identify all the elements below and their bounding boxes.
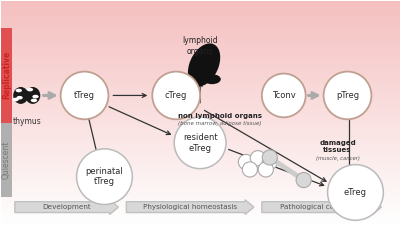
Ellipse shape [324,72,372,119]
Ellipse shape [25,87,40,104]
Text: Development: Development [42,204,91,210]
Circle shape [203,74,221,84]
Text: damaged
tissues: damaged tissues [319,140,356,153]
FancyArrow shape [262,200,381,215]
Ellipse shape [76,149,132,205]
Text: cTreg: cTreg [165,91,187,100]
FancyArrow shape [15,200,118,215]
FancyBboxPatch shape [1,123,12,197]
Ellipse shape [13,87,28,104]
Text: tTreg: tTreg [74,91,95,100]
Circle shape [27,88,33,91]
Circle shape [32,95,39,98]
Ellipse shape [262,154,277,170]
Text: (muscle, cancer): (muscle, cancer) [316,156,360,161]
Text: perinatal
tTreg: perinatal tTreg [86,167,123,186]
Ellipse shape [296,173,311,188]
Text: pTreg: pTreg [336,91,359,100]
Ellipse shape [188,43,220,86]
Text: eTreg: eTreg [344,188,367,197]
Ellipse shape [242,162,258,177]
Text: thymus: thymus [12,117,41,126]
Text: (bone marrow, adipose tissue): (bone marrow, adipose tissue) [178,121,262,126]
Ellipse shape [238,154,254,170]
Text: Physiological homeostasis: Physiological homeostasis [143,204,237,210]
Ellipse shape [174,117,226,169]
Ellipse shape [262,74,306,117]
Ellipse shape [61,72,108,119]
FancyBboxPatch shape [1,28,12,123]
Circle shape [12,98,19,101]
Text: Tconv: Tconv [272,91,296,100]
Text: non lymphoid organs: non lymphoid organs [178,113,262,119]
Text: lymphoid
organs: lymphoid organs [182,36,218,56]
Ellipse shape [262,150,277,165]
Ellipse shape [328,165,383,220]
Circle shape [31,99,37,102]
Ellipse shape [152,72,200,119]
Circle shape [16,96,23,99]
Text: Quiescent: Quiescent [2,141,11,179]
Ellipse shape [258,162,273,177]
Text: Pathological conditions: Pathological conditions [280,204,363,210]
Circle shape [16,89,22,92]
FancyArrow shape [126,200,254,215]
Text: Replicative: Replicative [2,51,11,99]
Ellipse shape [250,151,266,166]
Text: resident
eTreg: resident eTreg [183,133,217,153]
